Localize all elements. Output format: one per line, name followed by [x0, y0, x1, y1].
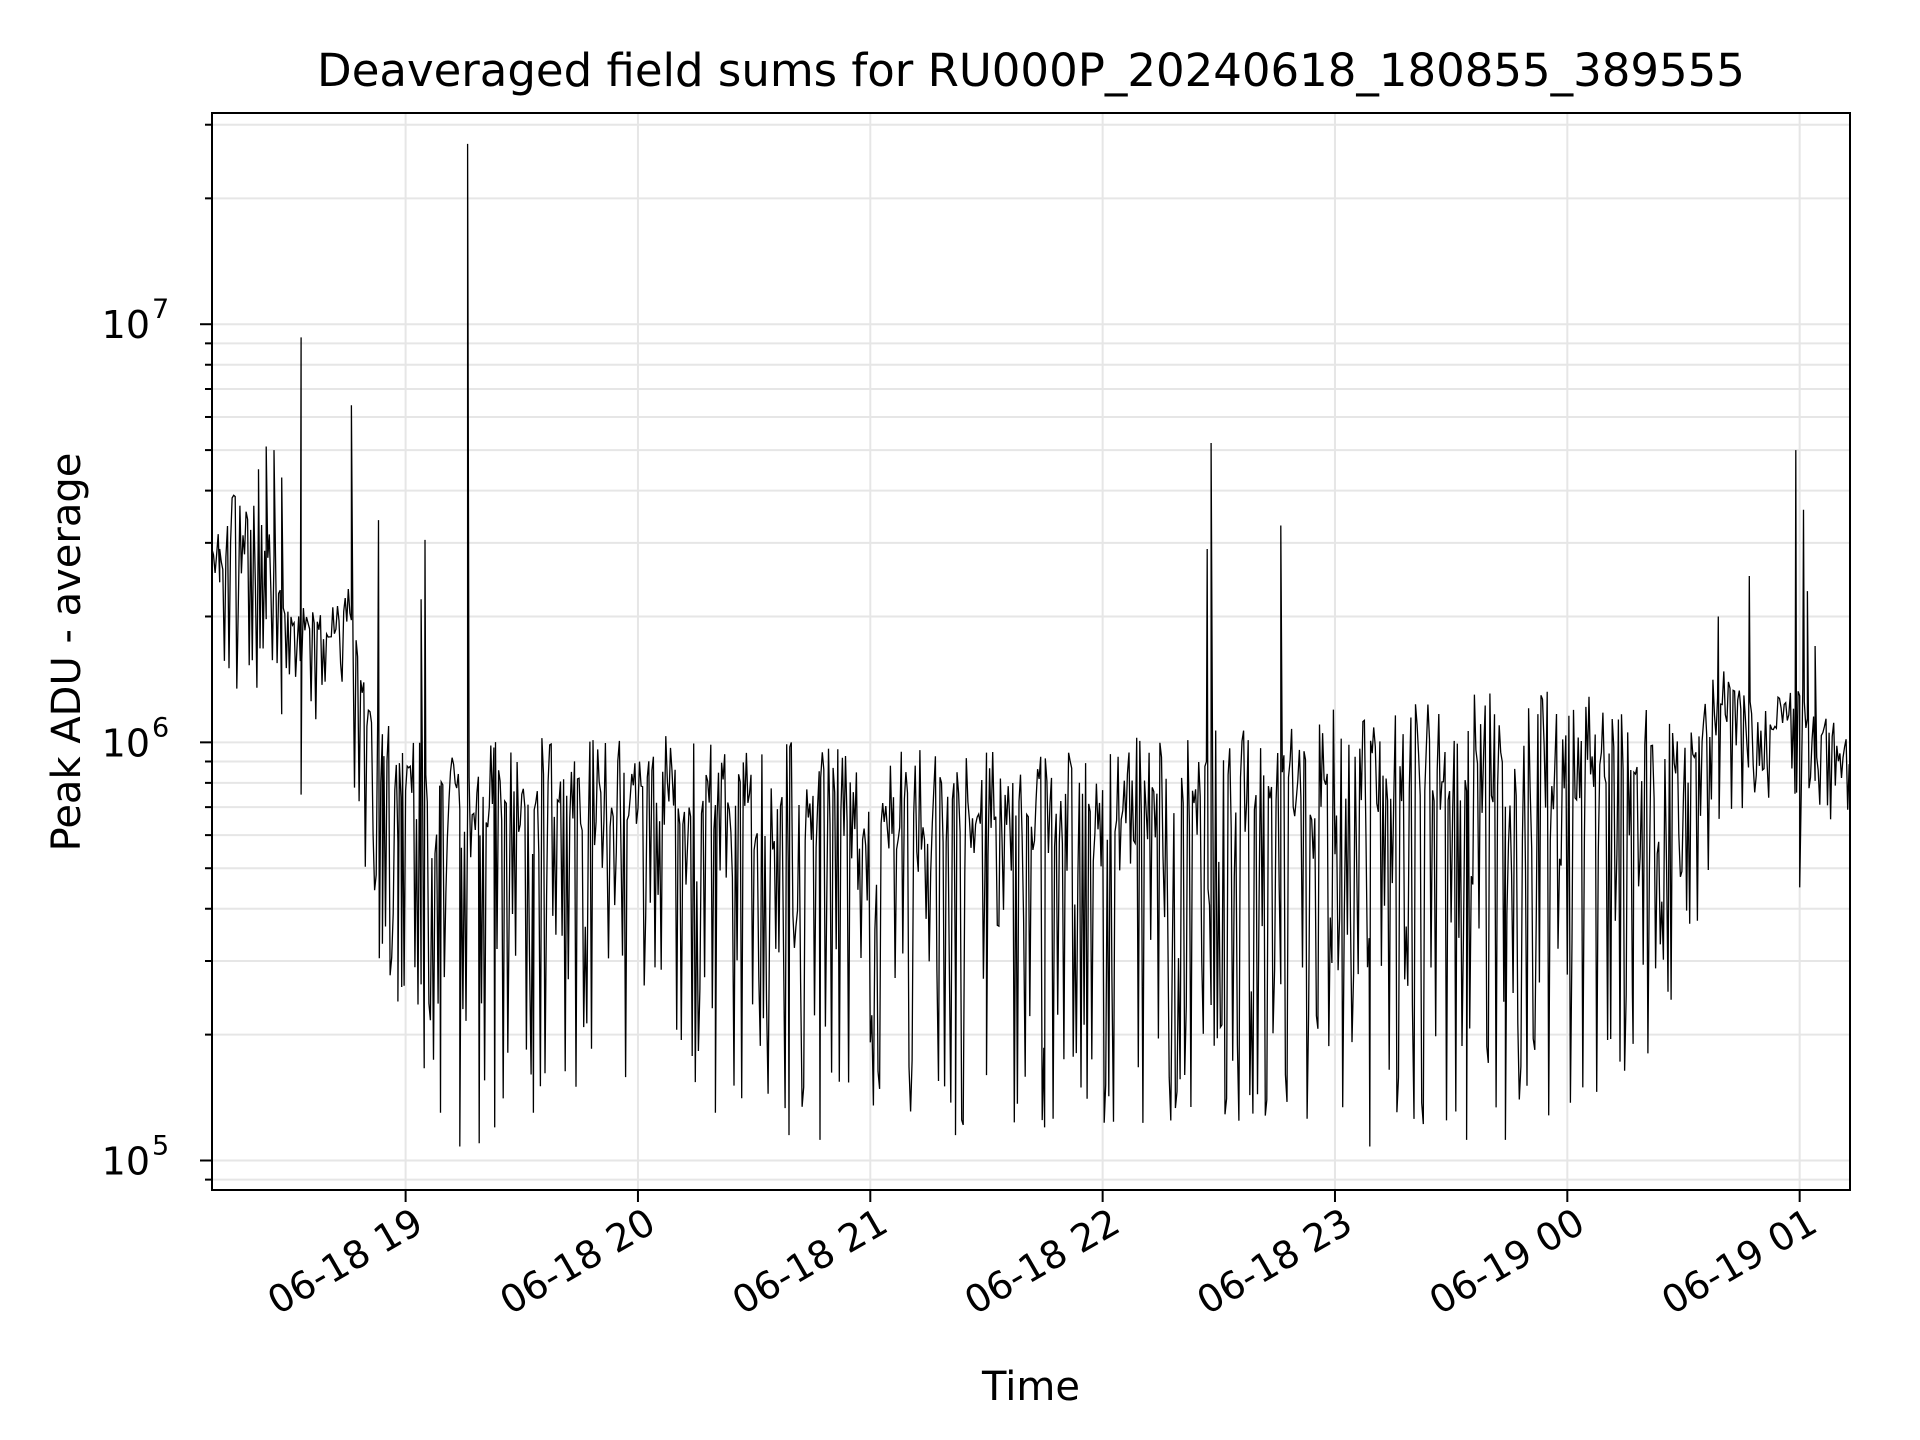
y-tick-label: 10	[102, 1139, 150, 1183]
series-peak-adu	[211, 143, 1850, 1147]
series-line	[211, 143, 1850, 1147]
x-axis-label: Time	[981, 1364, 1080, 1410]
y-tick-exponent: 6	[152, 712, 169, 743]
y-tick-exponent: 5	[152, 1130, 169, 1161]
y-tick-label: 10	[102, 303, 150, 347]
plot-frame	[211, 112, 1851, 1191]
y-tick-exponent: 7	[152, 294, 169, 325]
y-axis-label: Peak ADU - average	[44, 453, 90, 852]
grid	[212, 113, 1850, 1190]
chart-title: Deaveraged field sums for RU000P_2024061…	[317, 44, 1745, 97]
y-tick-label: 10	[102, 721, 150, 765]
